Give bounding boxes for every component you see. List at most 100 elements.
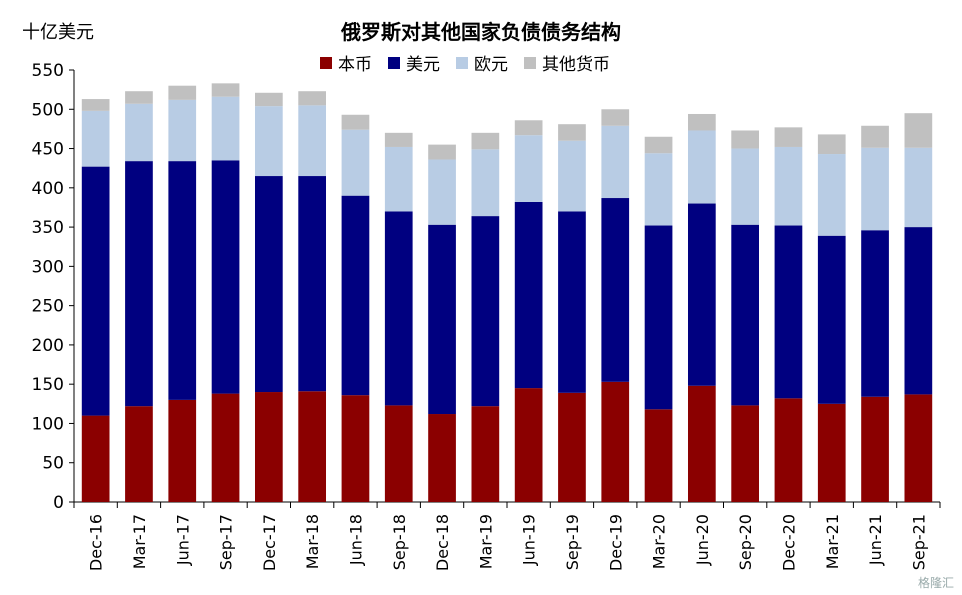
bar-segment-local (341, 395, 370, 502)
bar-segment-usd (298, 176, 327, 392)
x-tick-label: Mar-17 (130, 514, 149, 569)
bar-segment-usd (514, 201, 543, 389)
y-tick-label: 250 (32, 297, 64, 317)
bar-segment-local (384, 405, 413, 502)
x-tick-label: Jun-20 (693, 514, 712, 566)
bar-segment-eur (558, 140, 586, 212)
bar-segment-other (341, 114, 370, 130)
x-tick-label: Dec-20 (779, 514, 798, 571)
bar-segment-local (904, 394, 933, 502)
bar-segment-eur (817, 154, 846, 236)
bar-segment-usd (731, 224, 760, 406)
bar-segment-usd (774, 225, 803, 399)
bar-segment-usd (601, 198, 630, 382)
bar-segment-eur (904, 147, 933, 228)
bar-segment-other (558, 124, 586, 141)
x-tick-label: Jun-17 (173, 514, 192, 566)
y-tick-label: 200 (32, 336, 64, 356)
bar-segment-local (731, 405, 760, 502)
bar-segment-eur (211, 96, 240, 161)
bar-segment-other (211, 83, 240, 97)
x-tick-label: Mar-19 (476, 514, 495, 569)
bar-segment-usd (384, 211, 413, 406)
bar-segment-other (817, 134, 846, 155)
x-tick-label: Sep-21 (909, 514, 928, 570)
bar-segment-local (168, 399, 197, 502)
x-tick-label: Jun-18 (346, 514, 365, 566)
bar-segment-usd (558, 211, 586, 393)
x-tick-label: Dec-18 (433, 514, 452, 571)
bar-segment-usd (211, 160, 240, 394)
bar-segment-other (81, 99, 110, 111)
x-tick-label: Mar-20 (650, 514, 669, 569)
bar-segment-local (601, 381, 630, 502)
bar-segment-local (81, 415, 110, 502)
bar-segment-usd (254, 176, 283, 393)
bar-segment-usd (471, 216, 500, 407)
y-tick-label: 100 (32, 414, 64, 434)
legend-item-usd: 美元 (388, 50, 440, 75)
legend-swatch-usd (388, 56, 400, 69)
bar-segment-other (168, 85, 197, 100)
y-tick-label: 50 (42, 454, 64, 474)
bar-segment-eur (644, 153, 673, 226)
x-tick-label: Mar-21 (823, 514, 842, 569)
bar-segment-eur (514, 135, 543, 202)
bar-segment-usd (644, 225, 673, 410)
bar-segment-eur (125, 103, 153, 162)
bar-segment-other (731, 130, 760, 149)
watermark: 格隆汇 (917, 576, 954, 590)
bar-segment-other (904, 113, 933, 148)
bar-segment-eur (861, 147, 889, 231)
x-tick-label: Sep-19 (563, 514, 582, 570)
legend-item-other: 其他货币 (524, 50, 610, 75)
bar-segment-other (644, 136, 673, 154)
bar-segment-eur (384, 146, 413, 212)
bar-segment-other (254, 92, 283, 107)
y-tick-label: 500 (32, 100, 64, 120)
bar-segment-eur (601, 125, 630, 199)
bar-segment-other (514, 120, 543, 136)
y-unit-label: 十亿美元 (22, 22, 94, 43)
x-tick-label: Dec-17 (260, 514, 279, 571)
bar-segment-other (384, 132, 413, 147)
bar-segment-local (471, 406, 500, 502)
bar-segment-usd (168, 161, 197, 400)
legend-label-local: 本币 (338, 55, 372, 75)
bar-segment-local (254, 392, 283, 502)
y-tick-label: 300 (32, 257, 64, 277)
y-tick-label: 550 (32, 61, 64, 81)
bar-segment-eur (81, 110, 110, 167)
y-tick-label: 400 (32, 179, 64, 199)
bar-segment-usd (428, 224, 456, 415)
bar-segment-local (125, 406, 153, 502)
bar-segment-other (687, 113, 716, 131)
bar-segment-usd (861, 230, 889, 397)
y-tick-label: 450 (32, 140, 64, 160)
y-tick-label: 0 (53, 493, 64, 513)
y-tick-label: 350 (32, 218, 64, 238)
bar-segment-eur (774, 146, 803, 226)
bar-segment-local (774, 398, 803, 502)
bar-segment-local (861, 396, 889, 502)
bar-segment-eur (428, 159, 456, 225)
bar-segment-usd (817, 235, 846, 404)
x-tick-label: Sep-20 (736, 514, 755, 570)
bar-segment-other (861, 125, 889, 148)
bar-segment-eur (168, 99, 197, 162)
bar-segment-other (125, 91, 153, 104)
x-tick-label: Dec-16 (87, 514, 106, 571)
bar-segment-local (211, 393, 240, 502)
bar-segment-other (471, 132, 500, 150)
bar-segment-local (644, 409, 673, 502)
bar-segment-local (817, 403, 846, 502)
legend: 本币 美元 欧元 其他货币 (320, 50, 610, 75)
legend-swatch-other (524, 56, 536, 69)
bar-segment-eur (298, 105, 327, 177)
bar-segment-local (558, 392, 586, 502)
bar-segment-local (514, 388, 543, 502)
bar-segment-local (298, 391, 327, 502)
bar-segment-other (428, 144, 456, 160)
x-tick-label: Dec-19 (606, 514, 625, 571)
bar-segment-eur (254, 106, 283, 177)
